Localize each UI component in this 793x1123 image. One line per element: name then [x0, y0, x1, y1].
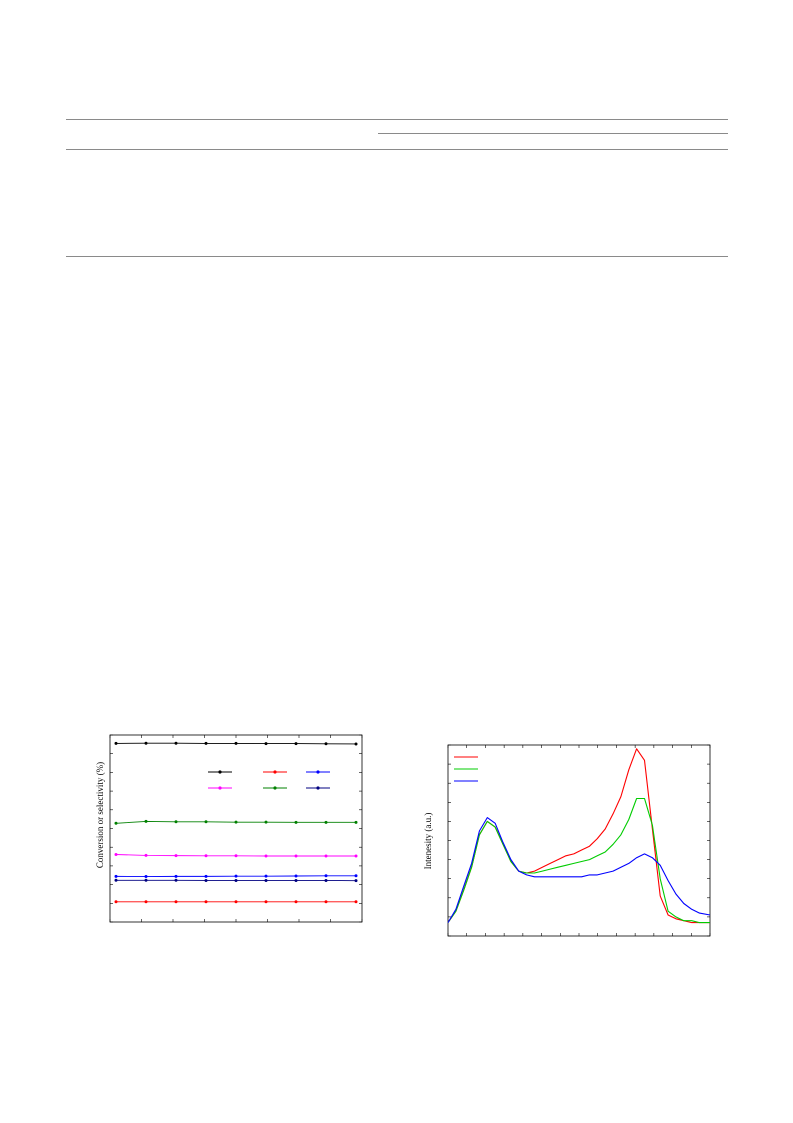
series-line-0	[447, 748, 710, 924]
data-point	[294, 742, 298, 746]
data-point	[144, 875, 148, 879]
data-point	[204, 741, 208, 745]
series-line-0	[115, 742, 357, 745]
legend-marker-point	[218, 770, 222, 774]
table-top-rule	[66, 119, 728, 120]
data-point	[234, 874, 238, 878]
data-point	[144, 878, 148, 882]
data-point	[144, 853, 148, 857]
legend-marker-point	[273, 786, 277, 790]
data-point	[204, 854, 208, 858]
data-point	[354, 854, 358, 858]
data-point	[204, 878, 208, 882]
data-point	[204, 900, 208, 904]
data-point	[354, 900, 358, 904]
data-point	[264, 854, 268, 858]
data-point	[264, 900, 268, 904]
data-point	[234, 741, 238, 745]
chart1-frame	[109, 734, 363, 923]
data-point	[324, 820, 328, 824]
data-point	[204, 820, 208, 824]
y-axis-label: Intenesity (a.u.)	[423, 812, 433, 870]
data-point	[144, 900, 148, 904]
data-point	[354, 879, 358, 883]
data-point	[114, 878, 118, 882]
table-bottom-rule	[66, 256, 728, 257]
data-point	[324, 878, 328, 882]
data-point	[144, 741, 148, 745]
data-point	[324, 854, 328, 858]
series-line-1	[447, 797, 710, 924]
table-group-rule	[378, 133, 728, 134]
data-point	[174, 854, 178, 858]
data-point	[354, 874, 358, 878]
data-point	[144, 819, 148, 823]
data-point	[114, 900, 118, 904]
data-point	[294, 874, 298, 878]
data-point	[264, 874, 268, 878]
data-point	[354, 742, 358, 746]
data-point	[114, 874, 118, 878]
data-point	[174, 874, 178, 878]
data-point	[294, 854, 298, 858]
legend-marker-point	[316, 786, 320, 790]
data-point	[264, 742, 268, 746]
data-point	[324, 900, 328, 904]
data-point	[204, 874, 208, 878]
data-point	[324, 742, 328, 746]
chart2-frame	[447, 744, 711, 937]
data-point	[174, 741, 178, 745]
data-point	[114, 821, 118, 825]
data-point	[234, 878, 238, 882]
series-line-2	[447, 817, 711, 923]
data-point	[114, 741, 118, 745]
legend-marker-point	[218, 786, 222, 790]
legend-marker-point	[273, 770, 277, 774]
data-point	[234, 854, 238, 858]
data-point	[174, 878, 178, 882]
data-point	[264, 820, 268, 824]
data-point	[234, 820, 238, 824]
legend-marker-point	[316, 770, 320, 774]
data-point	[234, 900, 238, 904]
data-point	[174, 900, 178, 904]
data-point	[114, 852, 118, 856]
data-point	[174, 820, 178, 824]
series-line-2	[115, 854, 356, 857]
series-line-1	[115, 820, 356, 824]
y-axis-label: Conversion or selectivity (%)	[95, 761, 105, 869]
data-point	[294, 900, 298, 904]
series-line-3	[115, 875, 356, 878]
table-header-rule	[66, 149, 728, 150]
data-point	[294, 878, 298, 882]
data-point	[264, 878, 268, 882]
data-point	[324, 874, 328, 878]
data-point	[294, 820, 298, 824]
data-point	[354, 820, 358, 824]
